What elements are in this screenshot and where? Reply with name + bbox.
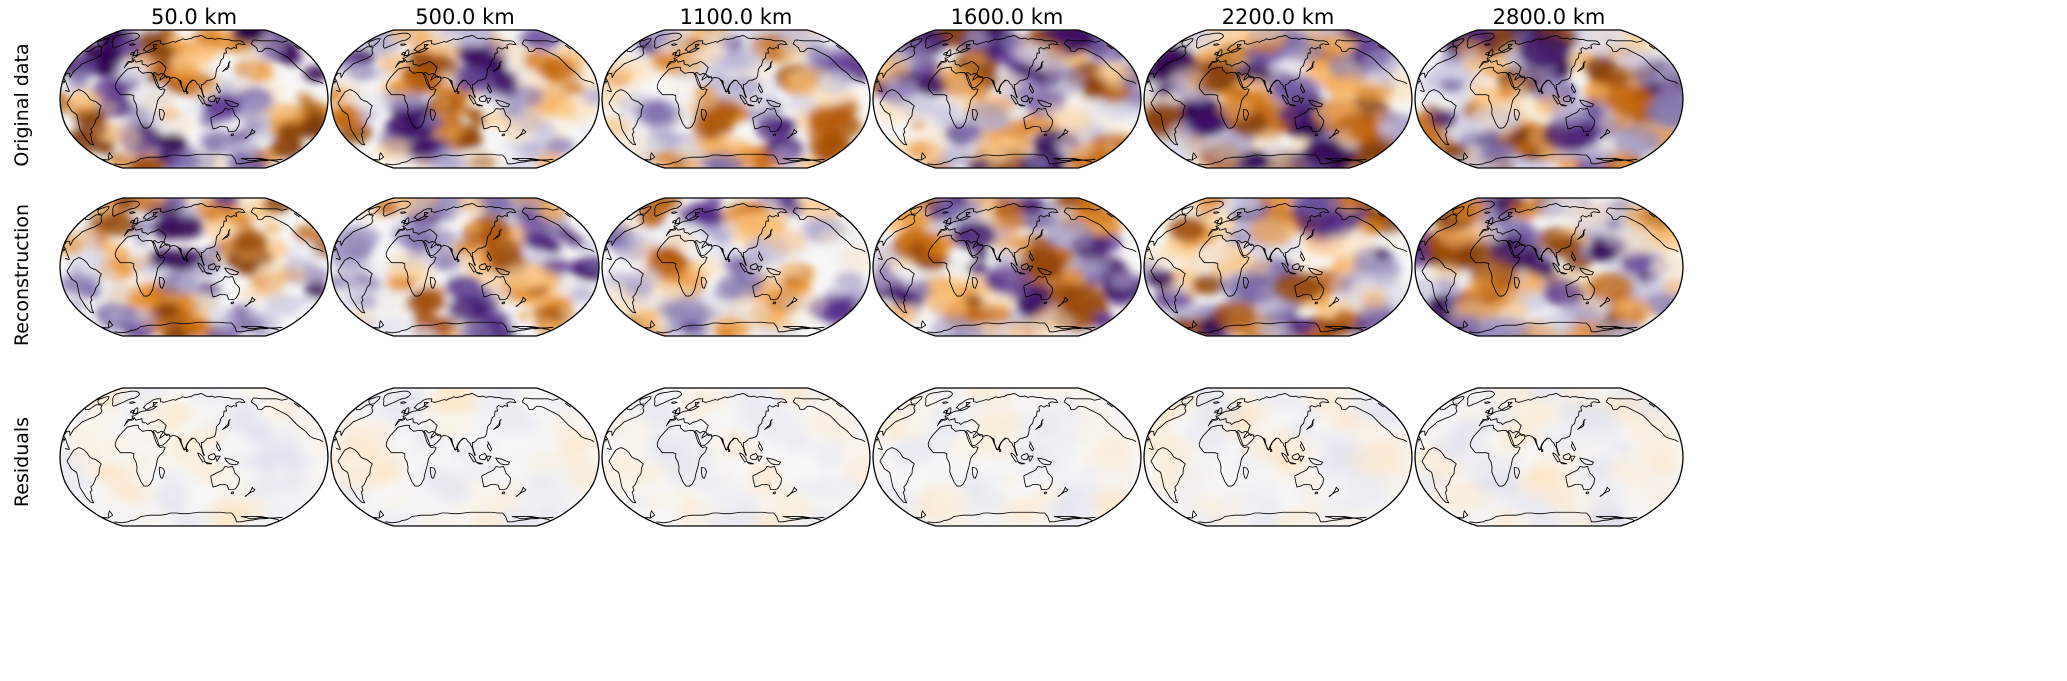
map-field [60,30,328,168]
coastlines [604,390,866,524]
map-panel-r1-c4[interactable] [872,29,1142,169]
column-header-1: 50.0 km [150,5,238,29]
map-field [1144,388,1412,526]
coastlines [333,390,595,524]
map-panel-r3-c3[interactable] [601,387,871,527]
coastlines [62,32,324,166]
map-panel-r2-c6[interactable] [1414,197,1684,337]
map-panel-r2-c4[interactable] [872,197,1142,337]
map-frame [1143,197,1413,337]
coastlines [333,200,595,334]
map-panel-r3-c6[interactable] [1414,387,1684,527]
coastlines [1146,32,1408,166]
map-field [873,30,1141,168]
map-frame [872,29,1142,169]
map-frame [601,29,871,169]
map-frame [330,29,600,169]
map-panel-r2-c5[interactable] [1143,197,1413,337]
map-field [602,388,870,526]
map-frame [59,387,329,527]
row-label-3: Residuals [11,416,33,508]
row-label-2: Reconstruction [11,203,33,347]
map-panel-r2-c2[interactable] [330,197,600,337]
map-frame [601,197,871,337]
coastlines [62,200,324,334]
coastlines [1146,390,1408,524]
coastlines [333,32,595,166]
map-panel-r1-c3[interactable] [601,29,871,169]
coastlines [1417,200,1679,334]
map-panel-r3-c4[interactable] [872,387,1142,527]
column-header-6: 2800.0 km [1492,5,1606,29]
column-header-5: 2200.0 km [1221,5,1335,29]
map-panel-r3-c5[interactable] [1143,387,1413,527]
coastlines [1417,390,1679,524]
map-panel-r3-c1[interactable] [59,387,329,527]
map-panel-r1-c1[interactable] [59,29,329,169]
coastlines [875,200,1137,334]
map-frame [1143,387,1413,527]
coastlines [875,390,1137,524]
map-panel-r1-c2[interactable] [330,29,600,169]
map-panel-r2-c1[interactable] [59,197,329,337]
map-frame [1414,197,1684,337]
map-field [873,388,1141,526]
map-field [331,30,599,168]
map-frame [872,387,1142,527]
map-panel-r3-c2[interactable] [330,387,600,527]
coastlines [1417,32,1679,166]
coastlines [1146,200,1408,334]
map-frame [1414,387,1684,527]
map-frame [330,197,600,337]
map-field [1415,198,1683,336]
coastlines [604,32,866,166]
map-field [1415,388,1683,526]
coastlines [875,32,1137,166]
map-panel-r2-c3[interactable] [601,197,871,337]
coastlines [604,200,866,334]
map-frame [330,387,600,527]
map-frame [59,197,329,337]
column-header-2: 500.0 km [415,5,515,29]
map-field [1415,30,1683,168]
map-field [873,198,1141,336]
map-frame [1414,29,1684,169]
map-panel-r1-c6[interactable] [1414,29,1684,169]
map-field [1144,198,1412,336]
map-frame [601,387,871,527]
map-panel-r1-c5[interactable] [1143,29,1413,169]
column-header-4: 1600.0 km [950,5,1064,29]
map-frame [872,197,1142,337]
coastlines [62,390,324,524]
map-frame [59,29,329,169]
map-field [602,30,870,168]
column-header-3: 1100.0 km [679,5,793,29]
map-frame [1143,29,1413,169]
map-field [331,388,599,526]
